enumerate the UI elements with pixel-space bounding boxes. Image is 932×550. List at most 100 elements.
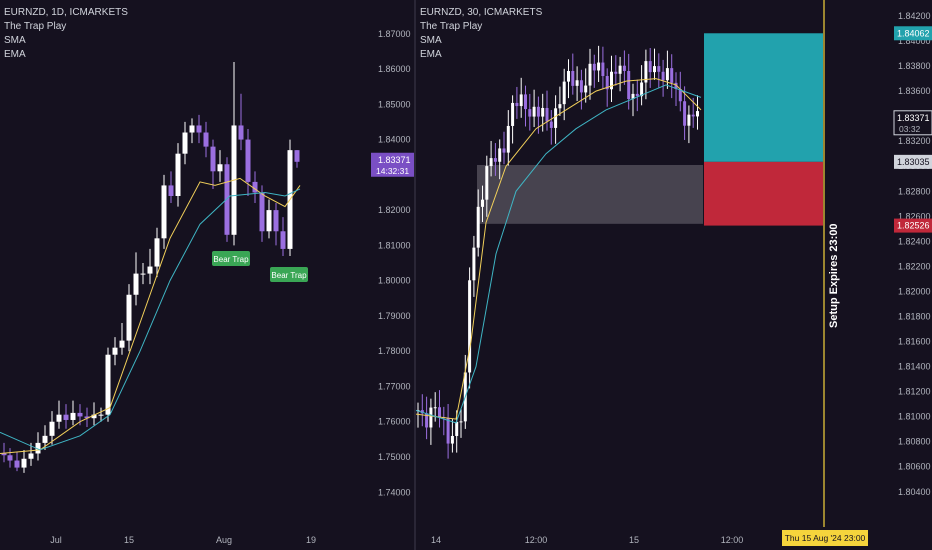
candle-body (614, 71, 618, 74)
daily-chart-canvas[interactable]: 1.87000 1.86000 1.85000 1.84000 1.82000 1.810… (0, 0, 415, 550)
candle-body (203, 132, 209, 147)
indicator-sma[interactable]: SMA (4, 35, 26, 46)
candle-body (56, 414, 62, 422)
price-tick-label: 1.80000 (378, 276, 411, 286)
candle-body (481, 199, 484, 207)
range-box[interactable] (477, 164, 703, 224)
candle-body (472, 247, 476, 281)
candle-body (648, 61, 652, 73)
candle-body (273, 210, 279, 232)
candle-body (1, 453, 7, 456)
candle-body (644, 61, 648, 83)
candle-body (493, 158, 497, 162)
daily-chart-pane[interactable]: 1.87000 1.86000 1.85000 1.84000 1.82000 1.810… (0, 0, 415, 550)
target-zone[interactable] (704, 33, 823, 162)
price-tick-label: 1.80800 (898, 437, 931, 447)
price-tick-label: 1.82400 (898, 236, 931, 246)
price-tick-label: 1.83200 (898, 136, 931, 146)
indicator-trap-play[interactable]: The Trap Play (4, 21, 67, 32)
indicator-trap-play[interactable]: The Trap Play (420, 21, 483, 32)
candle-body (147, 266, 153, 274)
bear-trap-label-bg[interactable] (270, 267, 308, 282)
candle-body (592, 63, 596, 71)
candle-body (571, 70, 575, 86)
price-tick-label: 1.82000 (898, 286, 931, 296)
intraday-chart-canvas[interactable]: 1.842001.840001.838001.836001.834001.832… (416, 0, 932, 550)
candle-body (567, 70, 570, 82)
expiry-date-badge[interactable] (782, 530, 868, 546)
last-price-badge[interactable] (371, 152, 415, 177)
candle-body (21, 458, 27, 468)
candle-body (84, 416, 90, 419)
bear-trap-label[interactable]: Bear Trap (213, 255, 249, 264)
candle-body (687, 114, 691, 126)
target-price-badge-bg[interactable] (894, 26, 932, 41)
candle-body (252, 181, 258, 193)
price-tick-label: 1.82600 (898, 211, 931, 221)
intraday-chart-pane[interactable]: 1.842001.840001.838001.836001.834001.832… (416, 0, 932, 550)
stop-zone[interactable] (704, 161, 823, 226)
candle-body (446, 418, 450, 444)
candle-body (536, 106, 540, 117)
price-tick-label: 1.81400 (898, 362, 931, 372)
candle-body (217, 164, 223, 172)
candle-body (683, 101, 687, 126)
candle-body (119, 340, 125, 348)
symbol-line[interactable]: EURNZD, 1D, ICMARKETS (4, 7, 128, 18)
candle-body (670, 68, 674, 83)
price-tick-label: 1.82200 (898, 261, 931, 271)
candle-body (133, 273, 139, 295)
ema-line (0, 188, 301, 451)
price-tick-label: 1.79000 (378, 311, 411, 321)
candle-body (7, 455, 13, 461)
pane-divider[interactable] (414, 0, 416, 550)
candle-body (554, 108, 558, 128)
candle-body (126, 294, 132, 341)
candle-body (653, 66, 656, 73)
last-price-badge[interactable] (893, 110, 932, 136)
target-price-badge: 1.84062 (897, 28, 930, 38)
candle-body (433, 407, 437, 409)
candle-body (601, 62, 605, 77)
price-tick-label: 1.83600 (898, 86, 931, 96)
candle-body (112, 347, 118, 355)
candle-body (28, 453, 34, 459)
candle-body (678, 89, 682, 102)
candle-body (425, 413, 429, 428)
candle-body (63, 414, 69, 420)
candle-body (259, 192, 265, 232)
date-tick-label: 15 (629, 535, 639, 545)
bear-trap-label-bg[interactable] (212, 251, 250, 266)
candle-body (450, 435, 454, 444)
entry-price-badge: 1.83035 (897, 157, 930, 167)
price-tick-label: 1.80400 (898, 487, 931, 497)
date-tick-label: 15 (124, 535, 134, 545)
candle-body (266, 210, 272, 232)
symbol-line[interactable]: EURNZD, 30, ICMARKETS (420, 7, 543, 18)
date-tick-label: Jul (50, 535, 62, 545)
stop-price-badge-bg[interactable] (894, 218, 932, 233)
bear-trap-label[interactable]: Bear Trap (271, 271, 307, 280)
candle-body (532, 106, 536, 117)
indicator-sma[interactable]: SMA (420, 35, 442, 46)
candle-body (489, 158, 493, 167)
entry-price-badge-bg[interactable] (894, 154, 932, 169)
indicator-ema[interactable]: EMA (420, 49, 442, 60)
candle-body (696, 111, 699, 117)
price-tick-label: 1.80600 (898, 462, 931, 472)
candle-body (519, 94, 523, 107)
candle-body (635, 93, 639, 97)
last-price-value: 1.83371 (378, 155, 411, 165)
ema-line (416, 84, 702, 424)
price-tick-label: 1.87000 (378, 29, 411, 39)
candle-body (657, 66, 661, 72)
candle-body (476, 206, 480, 248)
indicator-ema[interactable]: EMA (4, 49, 26, 60)
candle-body (459, 421, 463, 423)
candle-body (168, 185, 174, 197)
candle-body (524, 94, 527, 110)
candle-body (661, 71, 665, 81)
candle-body (631, 93, 635, 99)
candle-body (691, 114, 695, 117)
candle-body (91, 414, 97, 419)
